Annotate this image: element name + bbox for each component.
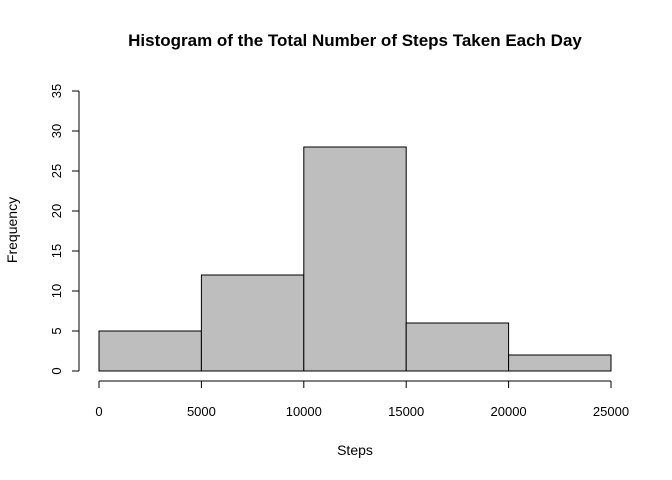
histogram-bar	[200, 274, 305, 372]
x-axis-label: Steps	[337, 442, 373, 458]
x-axis: 0 5000 10000 15000 20000 25000	[95, 380, 629, 419]
x-tick-label: 20000	[491, 404, 527, 419]
x-tick-label: 10000	[286, 404, 322, 419]
x-tick-label: 0	[95, 404, 102, 419]
histogram-bar	[303, 146, 407, 372]
x-tick-label: 25000	[593, 404, 629, 419]
chart-title: Histogram of the Total Number of Steps T…	[128, 31, 582, 50]
y-tick-label: 25	[49, 164, 64, 178]
histogram-bar	[98, 330, 202, 372]
x-tick-label: 15000	[388, 404, 424, 419]
histogram-bar	[405, 322, 510, 372]
y-tick-label: 15	[49, 244, 64, 258]
bars-group	[98, 146, 612, 372]
y-tick-label: 20	[49, 204, 64, 218]
y-tick-label: 5	[49, 327, 64, 334]
y-axis: 0 5 10 15 20 25 30 35	[49, 84, 80, 375]
y-tick-label: 0	[49, 367, 64, 374]
histogram-bar	[508, 354, 612, 372]
y-tick-label: 30	[49, 124, 64, 138]
x-tick-label: 5000	[187, 404, 216, 419]
y-tick-label: 10	[49, 284, 64, 298]
y-tick-label: 35	[49, 84, 64, 98]
y-axis-label: Frequency	[4, 197, 20, 263]
